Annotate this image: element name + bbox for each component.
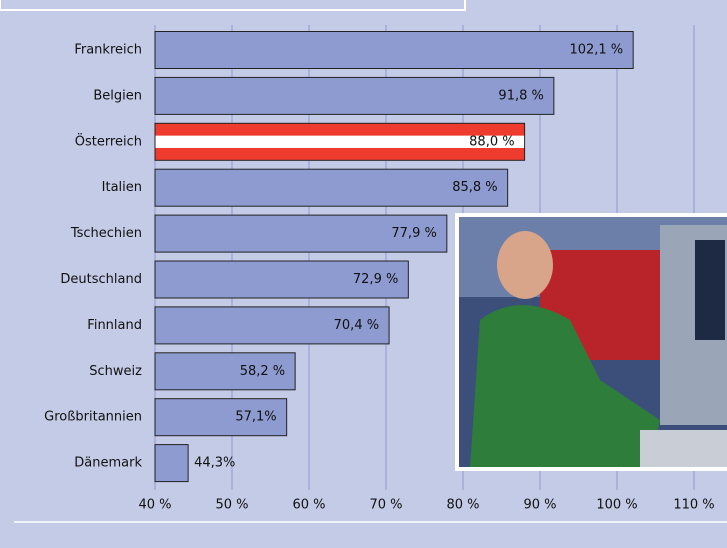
value-label: 70,4 % — [334, 318, 379, 333]
x-tick-label: 40 % — [138, 498, 171, 513]
y-tick-label: Frankreich — [74, 43, 142, 58]
value-label: 91,8 % — [498, 88, 543, 103]
y-tick-label: Italien — [102, 180, 142, 195]
value-label: 57,1% — [235, 410, 276, 425]
y-tick-label: Finnland — [87, 318, 142, 333]
x-tick-label: 80 % — [446, 498, 479, 513]
x-tick-label: 50 % — [215, 498, 248, 513]
y-tick-label: Dänemark — [74, 456, 142, 471]
bar — [155, 445, 188, 482]
y-tick-label: Tschechien — [70, 226, 142, 241]
value-label: 77,9 % — [391, 226, 436, 241]
bar — [155, 77, 554, 114]
value-label: 58,2 % — [240, 364, 285, 379]
x-tick-label: 70 % — [369, 498, 402, 513]
x-tick-label: 100 % — [596, 498, 637, 513]
value-label: 85,8 % — [452, 180, 497, 195]
value-label: 72,9 % — [353, 272, 398, 287]
y-tick-label: Deutschland — [60, 272, 142, 287]
y-tick-label: Österreich — [75, 132, 142, 149]
x-tick-label: 60 % — [292, 498, 325, 513]
value-label: 44,3% — [194, 456, 235, 471]
x-tick-label: 90 % — [523, 498, 556, 513]
chart: 40 % 50 % 60 % 70 % 80 % 90 % 100 % 110 % Frank… — [0, 0, 727, 548]
y-tick-label: Schweiz — [89, 364, 142, 379]
bar — [155, 32, 633, 69]
photo — [455, 213, 727, 471]
value-label: 102,1 % — [569, 43, 623, 58]
value-label: 88,0 % — [469, 134, 514, 149]
y-tick-label: Belgien — [93, 88, 142, 103]
x-tick-label: 110 % — [673, 498, 714, 513]
y-tick-label: Großbritannien — [44, 410, 142, 425]
